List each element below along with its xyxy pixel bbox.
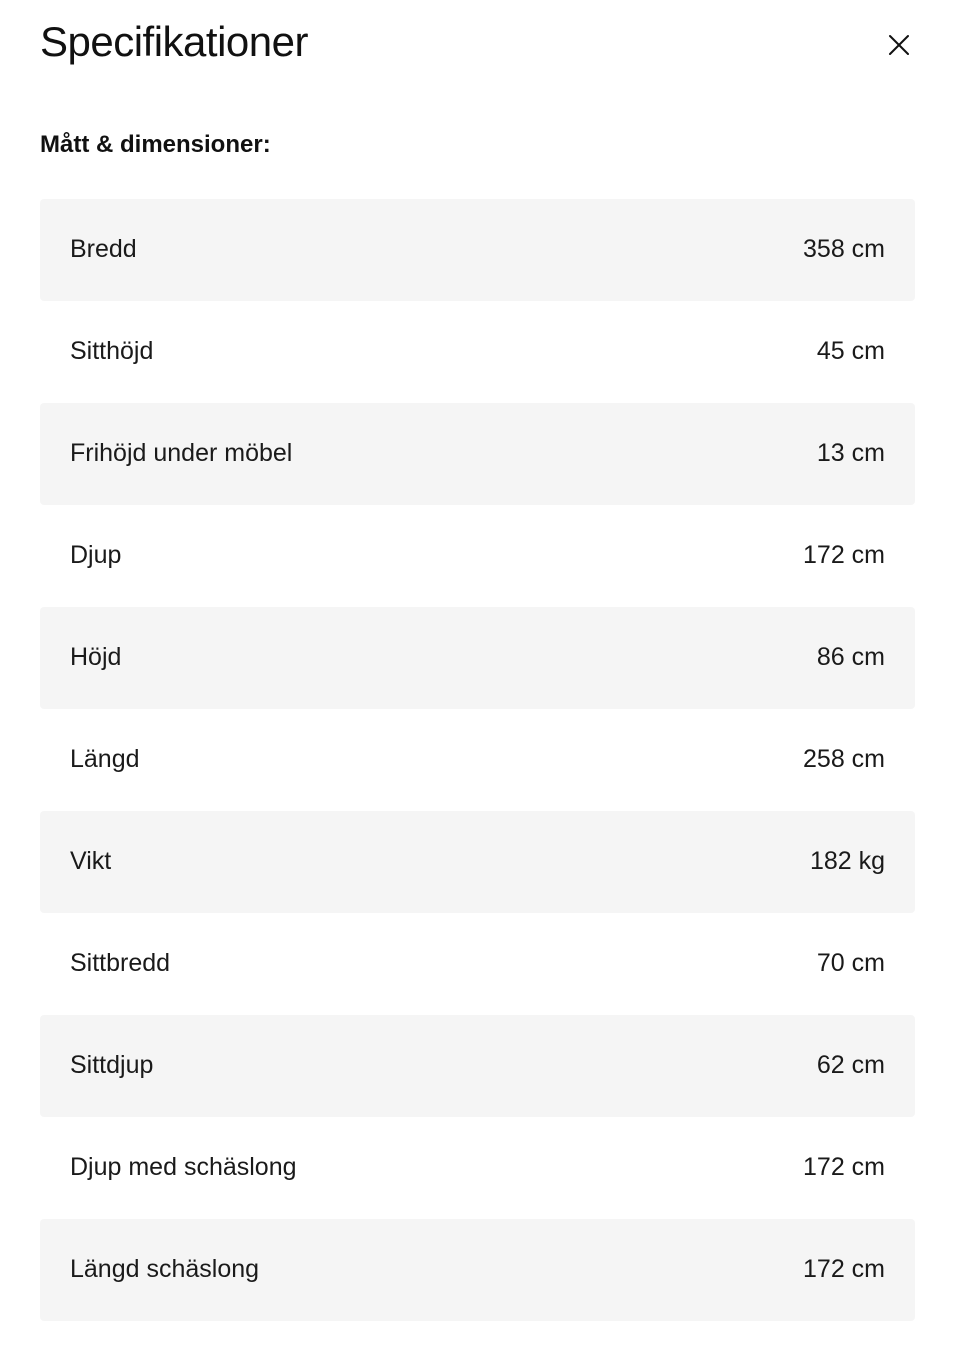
spec-row-djup: Djup 172 cm [40, 504, 915, 607]
spec-value: 172 cm [803, 541, 885, 569]
spec-label: Frihöjd under möbel [70, 439, 293, 467]
spec-label: Sittbredd [70, 949, 171, 977]
spec-value: 13 cm [816, 439, 885, 467]
spec-row-sittbredd: Sittbredd 70 cm [40, 912, 915, 1015]
spec-row-langd: Längd 258 cm [40, 708, 915, 811]
spec-value: 70 cm [816, 949, 885, 977]
spec-label: Längd [70, 745, 140, 773]
spec-value: 358 cm [803, 235, 885, 263]
spec-value: 45 cm [816, 337, 885, 365]
spec-value: 86 cm [816, 643, 885, 671]
spec-label: Längd schäslong [70, 1255, 260, 1283]
spec-label: Djup med schäslong [70, 1153, 297, 1181]
spec-value: 62 cm [816, 1051, 885, 1079]
spec-row-djup-med-schaslong: Djup med schäslong 172 cm [40, 1116, 915, 1219]
spec-row-bredd: Bredd 358 cm [40, 198, 915, 301]
spec-row-langd-schaslong: Längd schäslong 172 cm [40, 1218, 915, 1321]
spec-list: Bredd 358 cm Sitthöjd 45 cm Frihöjd unde… [40, 198, 915, 1321]
spec-label: Höjd [70, 643, 122, 671]
modal-header: Specifikationer [0, 0, 960, 69]
spec-label: Sitthöjd [70, 337, 154, 365]
spec-value: 258 cm [803, 745, 885, 773]
page-title: Specifikationer [40, 18, 308, 65]
close-icon [887, 33, 911, 57]
spec-row-sitthojd: Sitthöjd 45 cm [40, 300, 915, 403]
spec-label: Vikt [70, 847, 112, 875]
spec-label: Djup [70, 541, 122, 569]
spec-row-vikt: Vikt 182 kg [40, 810, 915, 913]
spec-row-sittdjup: Sittdjup 62 cm [40, 1014, 915, 1117]
section-heading: Mått & dimensioner: [40, 130, 271, 158]
spec-value: 182 kg [809, 847, 885, 875]
spec-value: 172 cm [803, 1153, 885, 1181]
close-button[interactable] [879, 25, 919, 65]
spec-row-hojd: Höjd 86 cm [40, 606, 915, 709]
spec-label: Sittdjup [70, 1051, 154, 1079]
spec-value: 172 cm [803, 1255, 885, 1283]
spec-row-frihojd-under-mobel: Frihöjd under möbel 13 cm [40, 402, 915, 505]
spec-label: Bredd [70, 235, 137, 263]
